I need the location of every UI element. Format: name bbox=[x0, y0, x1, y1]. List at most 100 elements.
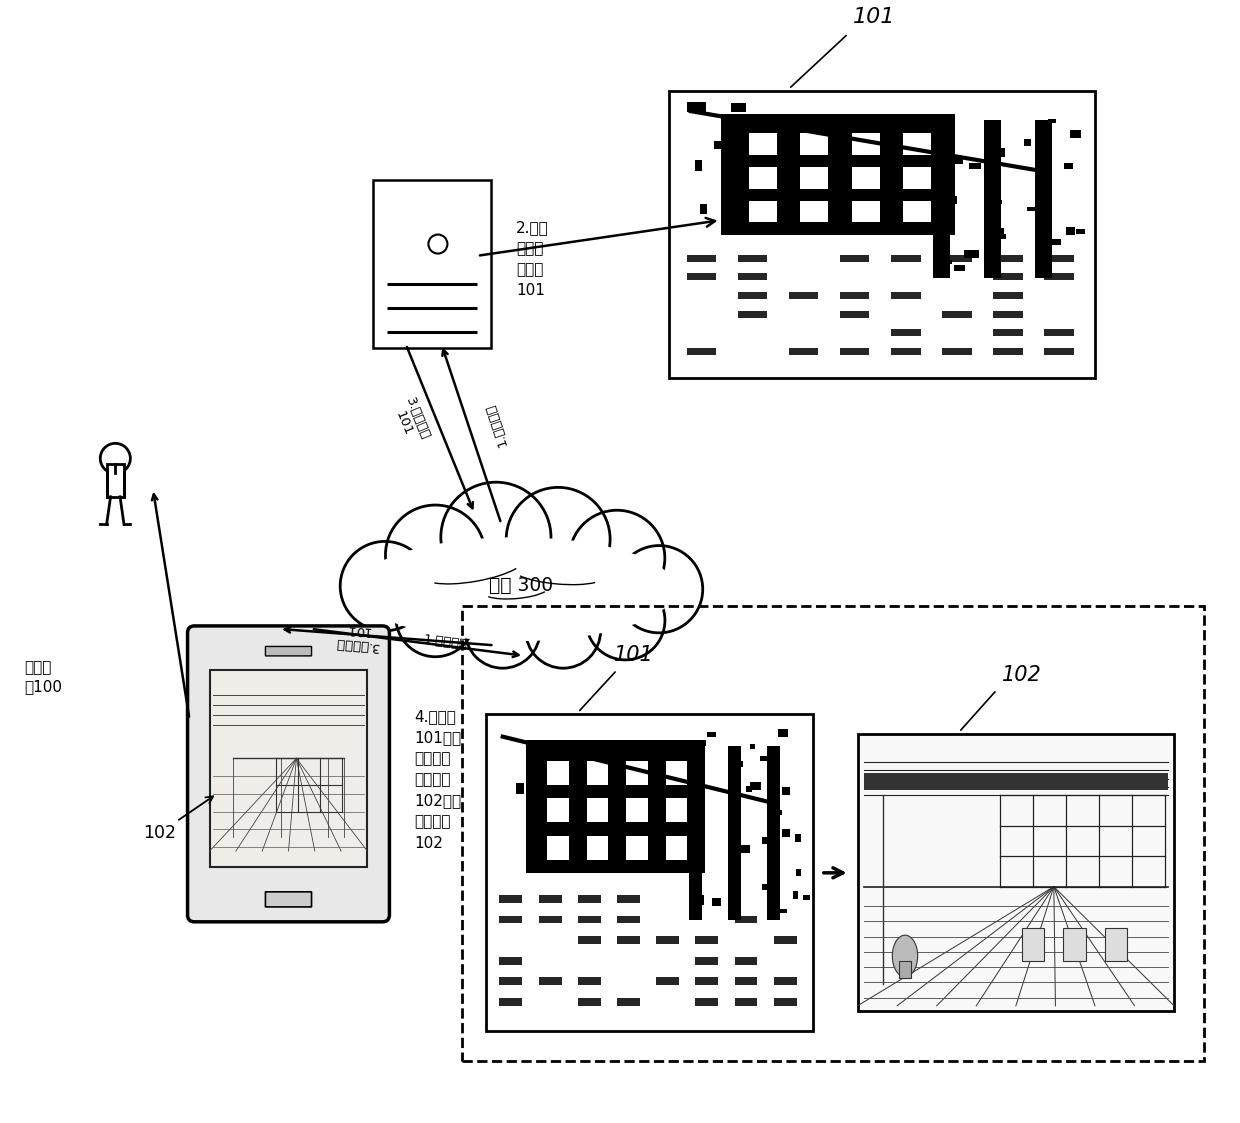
Bar bbox=[696, 937, 718, 944]
Bar bbox=[930, 189, 944, 193]
Bar bbox=[779, 729, 787, 738]
Circle shape bbox=[506, 487, 610, 592]
Bar bbox=[734, 957, 758, 965]
Bar bbox=[1024, 139, 1032, 146]
Circle shape bbox=[615, 546, 703, 633]
Bar bbox=[500, 895, 522, 903]
Bar bbox=[909, 162, 918, 168]
Bar bbox=[890, 255, 920, 262]
Circle shape bbox=[587, 581, 665, 660]
Bar bbox=[618, 895, 640, 903]
Bar bbox=[852, 201, 879, 222]
Circle shape bbox=[396, 577, 475, 657]
Bar bbox=[666, 761, 687, 785]
Bar bbox=[578, 937, 600, 944]
Bar bbox=[761, 223, 775, 229]
Bar bbox=[671, 765, 676, 769]
Bar bbox=[749, 134, 776, 155]
Bar bbox=[578, 915, 600, 923]
Bar bbox=[899, 961, 911, 978]
Bar bbox=[580, 787, 588, 792]
Bar bbox=[626, 798, 647, 822]
Bar bbox=[687, 348, 717, 355]
Text: 3.返回图像
101: 3.返回图像 101 bbox=[389, 395, 432, 447]
Bar bbox=[998, 228, 1004, 236]
Bar bbox=[582, 836, 594, 841]
Bar bbox=[742, 125, 751, 134]
Bar bbox=[1044, 348, 1074, 355]
Bar bbox=[486, 714, 813, 1031]
Bar bbox=[500, 957, 522, 965]
Bar bbox=[905, 185, 914, 190]
Bar bbox=[925, 214, 939, 219]
Bar bbox=[656, 937, 680, 944]
Bar bbox=[800, 167, 828, 189]
Bar bbox=[738, 255, 768, 262]
Bar bbox=[587, 836, 608, 859]
Bar bbox=[734, 915, 758, 923]
Text: 1.请求图像: 1.请求图像 bbox=[423, 633, 469, 651]
Bar bbox=[993, 311, 1023, 318]
Bar bbox=[547, 761, 569, 785]
FancyBboxPatch shape bbox=[187, 626, 389, 922]
Bar bbox=[461, 605, 1204, 1061]
Bar bbox=[587, 761, 608, 785]
Bar bbox=[945, 261, 952, 264]
Bar bbox=[763, 131, 769, 143]
Text: 102: 102 bbox=[1002, 665, 1042, 685]
Bar bbox=[544, 857, 552, 861]
Bar bbox=[107, 464, 124, 496]
Bar bbox=[796, 869, 801, 876]
Bar bbox=[699, 204, 707, 214]
Text: 1.请求图像: 1.请求图像 bbox=[482, 401, 510, 447]
Bar bbox=[728, 746, 742, 921]
Bar bbox=[800, 134, 828, 155]
Bar bbox=[1070, 130, 1081, 138]
Bar bbox=[955, 265, 966, 272]
Bar bbox=[590, 782, 596, 794]
Bar bbox=[720, 161, 733, 167]
Bar bbox=[730, 103, 746, 112]
Ellipse shape bbox=[356, 537, 676, 641]
Bar bbox=[372, 180, 491, 348]
Bar bbox=[740, 846, 750, 852]
Bar bbox=[712, 897, 720, 906]
Bar bbox=[985, 120, 1002, 277]
Bar bbox=[911, 172, 923, 176]
Bar bbox=[1022, 929, 1044, 961]
Bar bbox=[738, 273, 768, 281]
Bar bbox=[701, 740, 706, 746]
Bar bbox=[626, 761, 647, 785]
Bar bbox=[800, 201, 828, 222]
Bar bbox=[750, 782, 754, 787]
Bar bbox=[720, 214, 735, 222]
Text: 4.将图像
101进行
超分处理
得到图像
102，并
输出图像
102: 4.将图像 101进行 超分处理 得到图像 102，并 输出图像 102 bbox=[414, 710, 461, 850]
Bar bbox=[1075, 229, 1085, 235]
Bar bbox=[1065, 227, 1075, 235]
Text: 101: 101 bbox=[614, 645, 653, 665]
Text: 101: 101 bbox=[853, 7, 895, 27]
Bar bbox=[839, 311, 869, 318]
Bar bbox=[1048, 119, 1056, 124]
Bar bbox=[852, 167, 879, 189]
Bar bbox=[565, 798, 578, 803]
Bar bbox=[839, 348, 869, 355]
Text: 102: 102 bbox=[143, 796, 213, 842]
Bar bbox=[538, 915, 562, 923]
Bar bbox=[666, 798, 687, 822]
Bar bbox=[950, 157, 962, 164]
Bar bbox=[789, 292, 818, 299]
Bar bbox=[890, 348, 920, 355]
Circle shape bbox=[465, 593, 541, 668]
Bar bbox=[697, 895, 704, 904]
Bar bbox=[970, 163, 981, 168]
Bar bbox=[547, 798, 569, 822]
Bar bbox=[687, 255, 717, 262]
Circle shape bbox=[526, 593, 600, 668]
Bar bbox=[903, 134, 931, 155]
Bar bbox=[696, 159, 702, 171]
Bar bbox=[538, 977, 562, 985]
Bar bbox=[538, 895, 562, 903]
Bar bbox=[687, 102, 706, 112]
Bar bbox=[782, 829, 790, 838]
